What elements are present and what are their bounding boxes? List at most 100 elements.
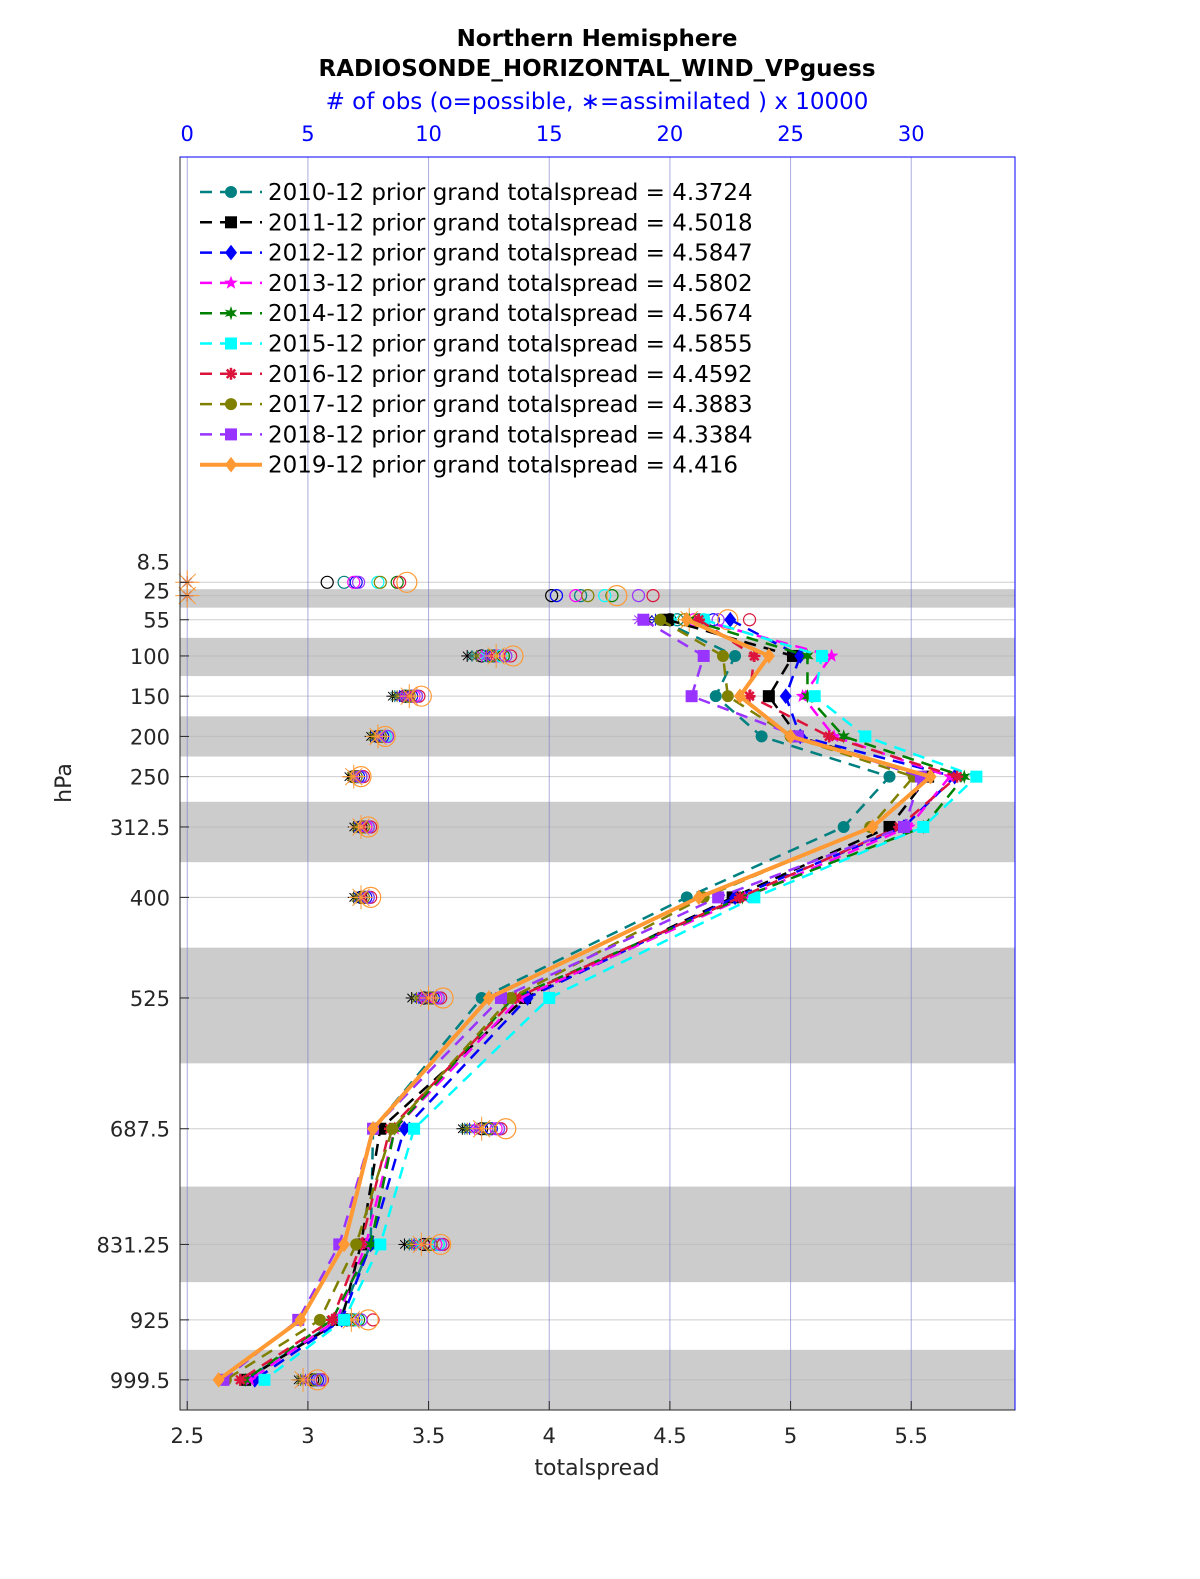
y-tick-label: 100 (130, 645, 170, 669)
data-point (808, 690, 821, 703)
asterisk-stroke (744, 691, 755, 702)
series-line (244, 618, 966, 1381)
obs-possible-marker (495, 1118, 517, 1140)
data-point (697, 649, 710, 662)
legend-marker (225, 244, 237, 261)
data-point (712, 891, 725, 904)
top-tick-label: 0 (181, 122, 194, 146)
obs-possible-marker (434, 1237, 448, 1252)
obs-possible-marker (598, 588, 612, 603)
x-tick-label: 3.5 (412, 1424, 445, 1448)
data-point (350, 1238, 363, 1251)
data-point (883, 820, 896, 833)
asterisk-stroke (472, 651, 482, 661)
asterisk-stroke (225, 368, 237, 379)
obs-assimilated-marker (348, 885, 373, 910)
grid (180, 157, 1015, 1410)
data-point (837, 729, 850, 744)
legend-entry: 2010-12 prior grand totalspread = 4.3724 (268, 180, 753, 206)
data-point (733, 891, 746, 904)
data-point (294, 1312, 307, 1328)
data-point (338, 1236, 351, 1253)
legend-entry: 2016-12 prior grand totalspread = 4.4592 (268, 362, 753, 388)
data-point (716, 649, 729, 662)
data-point (504, 991, 517, 1004)
data-point (897, 820, 910, 833)
legend-marker (224, 275, 238, 289)
obs-assimilated-marker (391, 690, 404, 703)
top-axis-label: # of obs (o=possible, ∗=assimilated ) x … (326, 89, 869, 115)
obs-possible-marker (373, 575, 387, 589)
data-point (784, 728, 797, 745)
data-point (543, 991, 556, 1004)
data-point (729, 649, 742, 662)
top-tick-label: 5 (301, 122, 314, 146)
legend-entry: 2014-12 prior grand totalspread = 4.5674 (268, 301, 753, 327)
y-tick-label: 200 (130, 725, 170, 749)
obs-possible-marker (717, 609, 739, 631)
y-tick-label: 312.5 (110, 816, 170, 840)
shaded-band (180, 637, 1015, 677)
y-tick-label: 925 (130, 1309, 170, 1333)
obs-assimilated-marker (365, 724, 390, 749)
obs-possible-marker (545, 588, 559, 603)
legend-marker (225, 367, 237, 380)
data-point (326, 1313, 339, 1326)
y-tick-label: 25 (143, 580, 170, 604)
data-point (748, 891, 761, 904)
data-point (721, 690, 734, 703)
shaded-band (180, 1186, 1015, 1283)
data-point (748, 649, 761, 662)
legend-entry: 2011-12 prior grand totalspread = 4.5018 (268, 210, 753, 236)
legend-entry: 2013-12 prior grand totalspread = 4.5802 (268, 271, 753, 297)
data-point (837, 820, 850, 833)
data-point (970, 770, 983, 783)
obs-assimilated-marker (469, 1116, 494, 1141)
legend-entry: 2012-12 prior grand totalspread = 4.5847 (268, 241, 753, 267)
asterisk-stroke (344, 767, 363, 786)
x-tick-label: 2.5 (171, 1424, 204, 1448)
data-point (924, 768, 937, 785)
obs-possible-marker (574, 588, 588, 603)
data-point (724, 611, 737, 628)
obs-possible-marker (347, 575, 361, 589)
series-line (222, 618, 923, 1381)
top-tick-label: 10 (415, 122, 442, 146)
y-tick-label: 8.5 (137, 550, 170, 574)
obs-possible-marker (549, 588, 564, 603)
top-tick-label: 30 (898, 122, 925, 146)
obs-assimilated-marker (409, 1232, 434, 1257)
y-tick-label: 150 (130, 685, 170, 709)
top-tick-label: 20 (657, 122, 684, 146)
shaded-band (180, 589, 1015, 608)
data-point (367, 1120, 380, 1137)
asterisk-stroke (472, 1119, 491, 1138)
x-tick-label: 4 (543, 1424, 556, 1448)
asterisk-stroke (235, 1374, 246, 1385)
asterisk-stroke (462, 651, 472, 661)
shaded-band (180, 947, 1015, 1064)
obs-possible-marker (396, 571, 418, 593)
obs-possible-marker (742, 613, 757, 627)
asterisk-stroke (326, 1314, 338, 1325)
axes: 8.52555100150200250312.5400525687.5831.2… (97, 122, 928, 1448)
obs-assimilated-marker (291, 1367, 316, 1392)
obs-possible-marker (631, 588, 646, 603)
data-point (958, 769, 971, 784)
data-point (801, 648, 814, 664)
data-point (234, 1373, 247, 1386)
asterisk-stroke (400, 687, 419, 706)
y-tick-label: 55 (143, 609, 170, 633)
data-point (824, 648, 839, 662)
asterisk-stroke (392, 691, 402, 701)
chart-subtitle: RADIOSONDE_HORIZONTAL_WIND_VPguess (318, 56, 875, 82)
obs-assimilated-marker (348, 814, 373, 839)
data-point (637, 613, 650, 626)
top-tick-label: 25 (777, 122, 804, 146)
legend-entry: 2019-12 prior grand totalspread = 4.416 (268, 453, 738, 479)
data-point (866, 819, 879, 835)
x-tick-label: 3 (301, 1424, 314, 1448)
legend-marker (225, 216, 237, 229)
obs-possible-marker (581, 588, 595, 603)
legend: 2010-12 prior grand totalspread = 4.3724… (200, 180, 753, 479)
